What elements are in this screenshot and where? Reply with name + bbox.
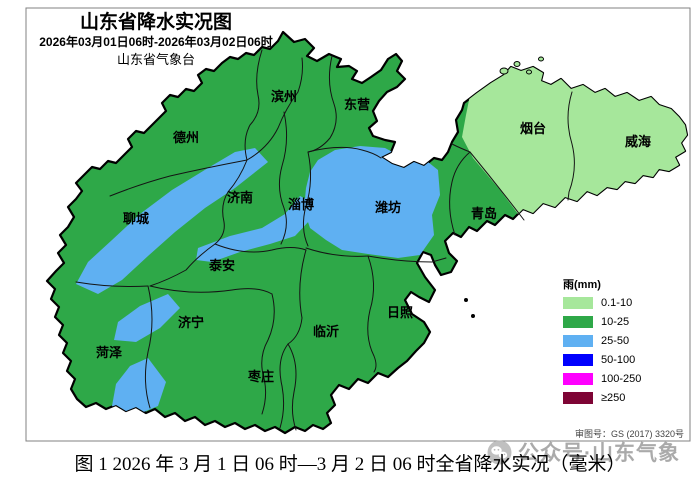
wechat-icon [487, 440, 512, 464]
rain-region-jinan-taian-band [196, 196, 312, 262]
city-label: 潍坊 [375, 200, 401, 215]
legend-swatch [563, 335, 593, 347]
city-label: 青岛 [471, 206, 497, 221]
rain-region-jining-patch [114, 294, 180, 342]
legend-swatch [563, 354, 593, 366]
city-label: 东营 [344, 97, 370, 112]
map-agency: 山东省气象台 [116, 52, 195, 67]
map-frame [25, 7, 691, 442]
watermark: 公众号·山东气象 [487, 437, 680, 467]
legend-item: 50-100 [563, 354, 641, 366]
city-label: 菏泽 [96, 345, 123, 360]
legend-label: 0.1-10 [601, 297, 633, 309]
city-label: 济南 [227, 190, 253, 205]
legend-title: 雨(mm) [563, 279, 601, 291]
map-period: 2026年03月01日06时-2026年03月02日06时 [39, 35, 273, 49]
legend-label: 100-250 [601, 373, 642, 385]
city-label: 日照 [387, 305, 413, 320]
legend-swatch [563, 392, 593, 404]
legend-label: 10-25 [601, 316, 630, 328]
city-label: 威海 [625, 134, 651, 149]
legend-swatch [563, 297, 593, 309]
figure-caption: 图 1 2026 年 3 月 1 日 06 时—3 月 2 日 06 时全省降水… [74, 454, 626, 475]
map-approval-note: 审图号：GS (2017) 3320号 [574, 429, 684, 439]
legend-items: 0.1-10 10-25 25-50 50-100 100-250 ≥250 [563, 297, 641, 404]
city-boundaries [75, 49, 575, 431]
islands [464, 56, 544, 318]
legend-label: 50-100 [601, 354, 636, 366]
city-label: 济宁 [178, 315, 204, 330]
rain-region-weifang-blob [304, 146, 440, 258]
legend-swatch [563, 373, 593, 385]
legend-swatch [563, 316, 593, 328]
city-label: 淄博 [288, 197, 314, 212]
city-label: 枣庄 [247, 369, 274, 384]
legend-item: 10-25 [563, 316, 641, 328]
legend-label: 25-50 [601, 335, 630, 347]
city-label: 德州 [173, 130, 199, 145]
rain-region-liaocheng-band [76, 148, 268, 294]
city-label: 泰安 [208, 258, 235, 273]
city-label: 滨州 [271, 89, 297, 104]
rain-region-heze-south-patch [112, 358, 166, 416]
city-label: 聊城 [123, 211, 149, 226]
legend-item: 0.1-10 [563, 297, 641, 309]
legend-item: 100-250 [563, 373, 641, 385]
map-title: 山东省降水实况图 [79, 12, 232, 33]
city-label: 烟台 [520, 121, 546, 136]
legend: 雨(mm) 0.1-10 10-25 25-50 50-100 100-250 ≥250 [563, 276, 641, 411]
watermark-text: 公众号·山东气象 [518, 442, 680, 465]
city-label: 临沂 [313, 324, 339, 339]
legend-label: ≥250 [601, 392, 626, 404]
legend-item: ≥250 [563, 392, 641, 404]
title-block: 山东省降水实况图 2026年03月01日06时-2026年03月02日06时 山… [30, 12, 282, 68]
legend-item: 25-50 [563, 335, 641, 347]
